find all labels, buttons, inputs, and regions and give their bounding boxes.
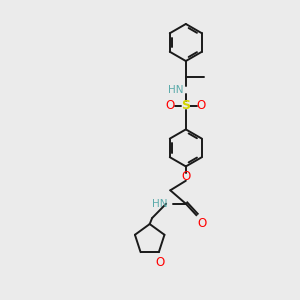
Text: HN: HN bbox=[152, 199, 168, 209]
Text: O: O bbox=[198, 218, 207, 230]
Text: O: O bbox=[197, 99, 206, 112]
Text: O: O bbox=[166, 99, 175, 112]
Text: O: O bbox=[181, 170, 190, 183]
Text: O: O bbox=[156, 256, 165, 269]
Text: HN: HN bbox=[168, 85, 183, 95]
Text: S: S bbox=[181, 99, 190, 112]
